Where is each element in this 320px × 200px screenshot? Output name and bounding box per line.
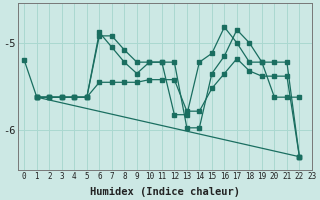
X-axis label: Humidex (Indice chaleur): Humidex (Indice chaleur) [90,186,240,197]
